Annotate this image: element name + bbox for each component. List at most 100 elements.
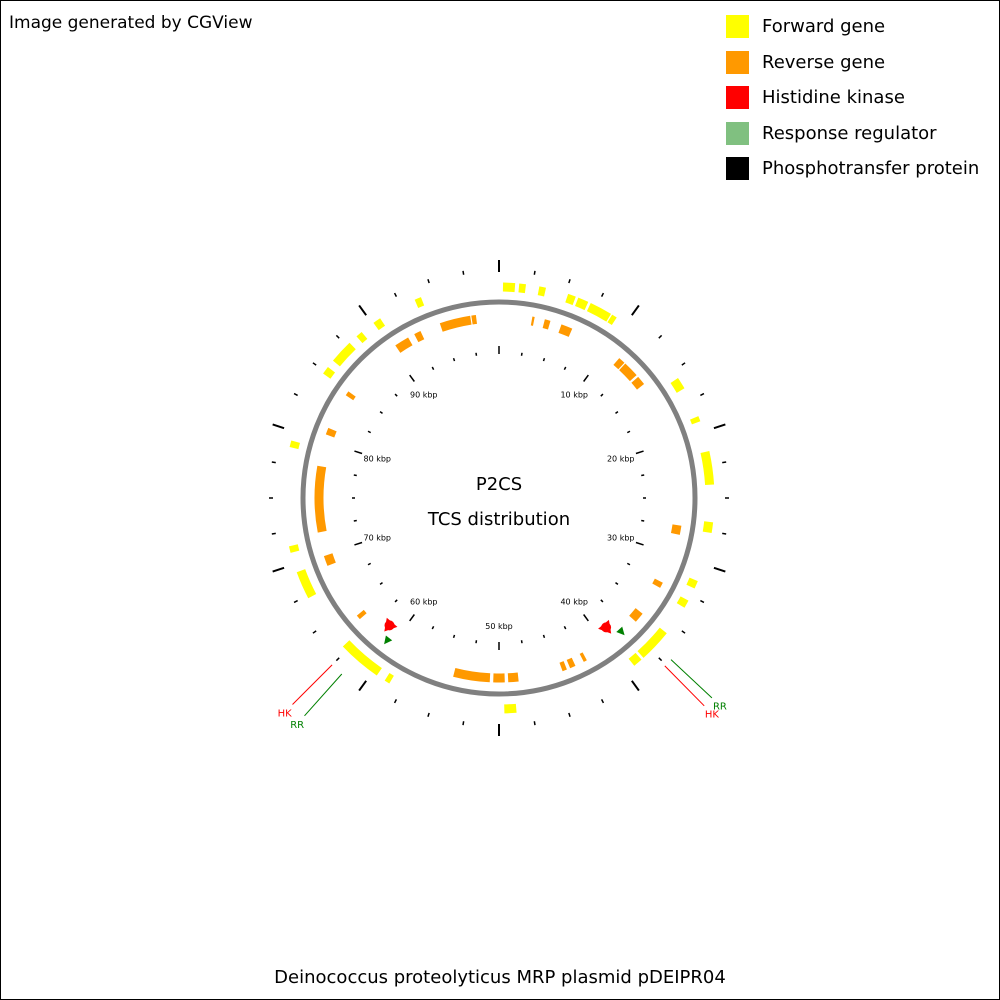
forward-gene <box>342 640 382 676</box>
outer-tick <box>462 721 465 726</box>
legend-label-histidine-kinase: Histidine kinase <box>762 87 905 109</box>
outer-tick <box>600 699 605 704</box>
outer-tick <box>700 599 705 604</box>
outer-tick <box>600 292 605 297</box>
forward-gene <box>586 303 612 322</box>
inner-tick <box>379 582 383 586</box>
reverse-gene <box>414 331 425 343</box>
inner-tick <box>354 450 363 455</box>
forward-gene <box>373 318 386 331</box>
callout-line <box>664 665 705 707</box>
legend-item-phosphotransfer-protein: Phosphotransfer protein <box>726 151 979 187</box>
outer-tick <box>631 304 640 316</box>
outer-tick <box>722 461 727 464</box>
outer-tick <box>568 712 571 717</box>
outer-tick <box>272 423 285 430</box>
inner-tick <box>409 614 415 622</box>
legend-swatch-histidine-kinase <box>726 86 749 110</box>
outer-tick <box>312 630 317 634</box>
forward-gene <box>537 286 547 297</box>
outer-tick <box>700 392 705 397</box>
forward-gene <box>414 297 425 308</box>
reverse-gene <box>314 465 327 533</box>
forward-gene <box>356 331 368 344</box>
outer-tick <box>358 680 367 692</box>
outer-tick <box>358 304 367 316</box>
legend-label-reverse-gene: Reverse gene <box>762 51 886 73</box>
inner-tick <box>583 374 589 382</box>
plasmid-name: Deinococcus proteolyticus MRP plasmid pD… <box>274 967 726 988</box>
reverse-gene <box>629 608 643 622</box>
forward-gene <box>686 577 698 589</box>
forward-gene <box>296 569 317 599</box>
reverse-gene <box>356 609 367 620</box>
outer-tick <box>658 334 663 339</box>
reverse-gene <box>325 427 337 438</box>
kbp-tick-label: 90 kbp <box>410 390 438 399</box>
inner-tick <box>563 625 567 630</box>
inner-tick <box>615 582 619 586</box>
legend-swatch-phosphotransfer-protein <box>726 157 749 181</box>
inner-tick <box>635 450 644 455</box>
forward-gene-track <box>288 282 715 714</box>
reverse-gene <box>558 324 573 337</box>
inner-tick <box>626 430 631 434</box>
reverse-gene <box>453 667 491 683</box>
kbp-tick-label: 60 kbp <box>410 598 438 607</box>
reverse-gene <box>559 661 567 672</box>
center-subtitle: TCS distribution <box>427 509 570 530</box>
callout-label: HK <box>705 710 720 721</box>
outer-tick <box>272 566 285 573</box>
plasmid-backbone <box>300 299 698 697</box>
outer-tick <box>293 392 298 397</box>
histidine-kinase-marker-body <box>601 622 612 633</box>
reverse-gene <box>345 391 356 401</box>
kbp-tick-label: 80 kbp <box>364 454 392 463</box>
inner-tick <box>409 374 415 382</box>
legend-swatch-response-regulator <box>726 121 749 145</box>
inner-tick <box>431 366 435 371</box>
credit-text: Image generated by CGView <box>9 13 253 33</box>
outer-tick <box>271 532 276 535</box>
kbp-tick-label: 20 kbp <box>607 454 635 463</box>
outer-tick <box>713 566 726 573</box>
legend-swatch-reverse-gene <box>726 50 749 74</box>
callout-label: RR <box>290 720 304 731</box>
reverse-gene <box>579 652 587 662</box>
forward-gene <box>288 544 300 553</box>
forward-gene <box>504 703 517 714</box>
kbp-tick-label: 70 kbp <box>364 534 392 543</box>
forward-gene <box>628 652 642 666</box>
outer-tick <box>681 362 686 366</box>
inner-tick <box>542 357 546 362</box>
forward-gene <box>502 282 516 293</box>
outer-tick <box>312 362 317 366</box>
forward-gene <box>332 342 356 367</box>
inner-tick <box>626 562 631 566</box>
outer-tick <box>393 292 398 297</box>
forward-gene <box>637 627 667 658</box>
kbp-tick-labels: 10 kbp 20 kbp 30 kbp 40 kbp 50 kbp 60 kbp 70 k… <box>364 390 635 631</box>
inner-tick <box>379 410 383 414</box>
outer-tick <box>335 657 340 662</box>
forward-gene <box>565 293 576 306</box>
outer-tick <box>335 334 340 339</box>
forward-gene <box>289 440 300 450</box>
reverse-gene <box>670 524 682 535</box>
forward-gene <box>323 366 336 379</box>
forward-gene <box>384 673 394 684</box>
outer-tick <box>681 630 686 634</box>
legend: Forward gene Reverse gene Histidine kina… <box>726 9 979 187</box>
inner-tick <box>583 614 589 622</box>
inner-tick <box>452 634 456 639</box>
outer-tick-ring <box>269 260 729 736</box>
forward-gene <box>574 297 589 311</box>
inner-tick <box>367 562 372 566</box>
inner-tick <box>600 599 604 603</box>
response-regulator-marker <box>384 635 393 645</box>
inner-tick <box>600 393 604 397</box>
outer-tick <box>427 279 430 284</box>
forward-gene <box>700 450 715 486</box>
